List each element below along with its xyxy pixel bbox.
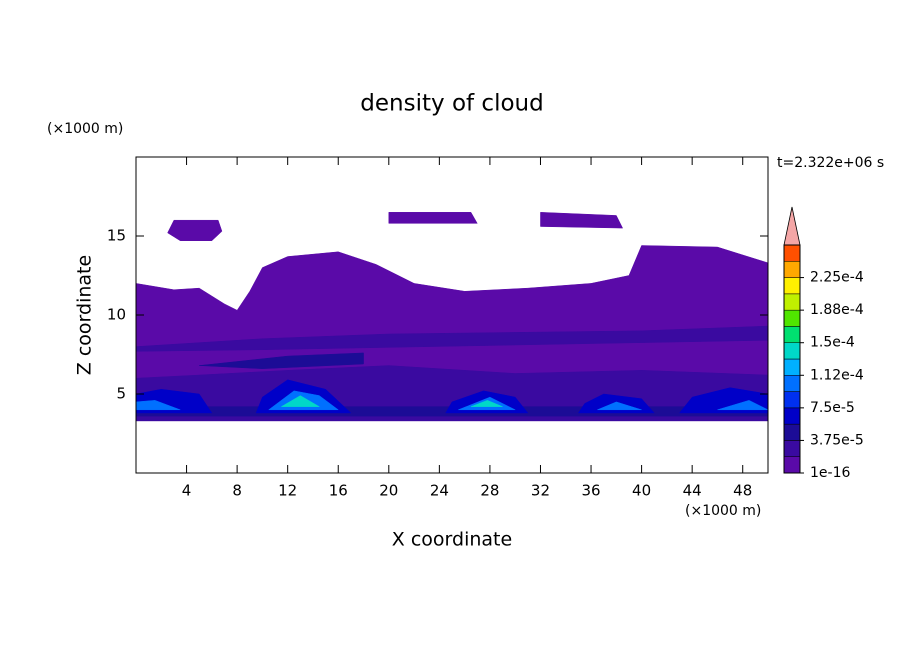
contour-region <box>167 219 223 241</box>
colorbar-label: 2.25e-4 <box>810 270 864 286</box>
contour-region <box>597 401 642 411</box>
colorbar-box <box>783 440 801 457</box>
contour-region <box>280 395 321 407</box>
colorbar-box <box>783 407 801 425</box>
colorbar-box <box>783 244 801 262</box>
x-axis-label: X coordinate <box>392 529 512 551</box>
colorbar-label: 1e-16 <box>810 465 850 481</box>
colorbar-box <box>783 293 801 311</box>
colorbar-box <box>783 358 801 376</box>
x-tick-label: 44 <box>683 482 702 500</box>
x-tick-label: 40 <box>632 482 651 500</box>
contour-region <box>540 212 624 229</box>
colorbar-box <box>783 423 801 441</box>
colorbar-box <box>783 309 801 327</box>
colorbar-box <box>783 391 801 409</box>
contour-region <box>388 212 478 224</box>
y-axis-label: Z coordinate <box>74 255 96 375</box>
colorbar-box <box>783 342 801 360</box>
colorbar-label: 1.5e-4 <box>810 335 855 351</box>
colorbar-label: 7.5e-5 <box>810 400 855 416</box>
colorbar-box <box>783 277 801 295</box>
x-tick-label: 24 <box>430 482 449 500</box>
y-unit: (×1000 m) <box>47 121 123 137</box>
y-tick-label: 10 <box>107 306 126 324</box>
x-tick-label: 32 <box>531 482 550 500</box>
colorbar-box <box>783 375 801 392</box>
colorbar-box <box>783 456 801 474</box>
contour-region <box>199 352 364 369</box>
colorbar-frame <box>783 244 801 474</box>
contour-region <box>717 400 769 411</box>
chart-title: density of cloud <box>360 91 543 117</box>
contour-region <box>470 400 503 407</box>
x-tick-label: 16 <box>329 482 348 500</box>
colorbar-label: 1.88e-4 <box>810 302 864 318</box>
x-tick-label: 12 <box>278 482 297 500</box>
y-tick-label: 15 <box>107 227 126 245</box>
colorbar-label: 3.75e-5 <box>810 432 864 448</box>
x-tick-label: 4 <box>182 482 192 500</box>
time-label: t=2.322e+06 s <box>777 155 884 171</box>
colorbar-over <box>783 206 801 246</box>
x-tick-label: 20 <box>379 482 398 500</box>
x-unit: (×1000 m) <box>685 503 761 519</box>
x-tick-label: 8 <box>232 482 242 500</box>
colorbar-box <box>783 261 801 278</box>
x-tick-label: 36 <box>581 482 600 500</box>
x-tick-label: 28 <box>480 482 499 500</box>
y-tick-label: 5 <box>116 385 126 403</box>
colorbar-box <box>783 326 801 343</box>
colorbar-label: 1.12e-4 <box>810 367 864 383</box>
x-tick-label: 48 <box>733 482 752 500</box>
